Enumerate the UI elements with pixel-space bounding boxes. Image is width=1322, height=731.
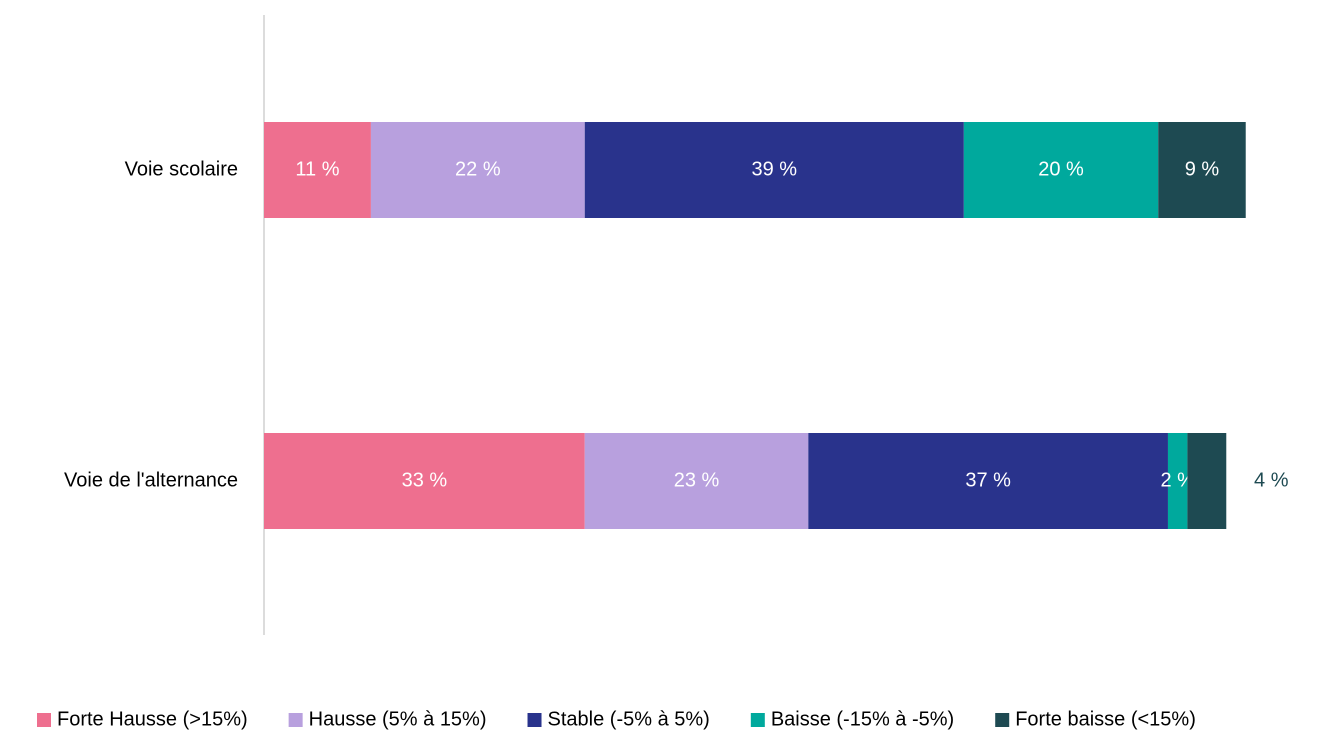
category-label: Voie de l'alternance xyxy=(64,469,238,491)
legend-swatch xyxy=(527,713,542,727)
bar-segment xyxy=(370,122,585,218)
value-label: 37 % xyxy=(965,469,1011,491)
value-label: 11 % xyxy=(295,158,339,180)
legend-swatch xyxy=(750,713,765,727)
value-label: 2 % xyxy=(1160,469,1195,491)
legend-label: Forte baisse (<15%) xyxy=(1015,708,1196,730)
bar-segment xyxy=(264,433,585,529)
value-label: 9 % xyxy=(1185,158,1220,180)
value-label: 4 % xyxy=(1254,469,1289,491)
value-label: 23 % xyxy=(674,469,720,491)
legend-label: Stable (-5% à 5%) xyxy=(548,708,710,730)
legend-swatch xyxy=(288,713,303,727)
bar-segment xyxy=(264,122,371,218)
bar-segment xyxy=(1187,433,1227,529)
bar-segment xyxy=(1158,122,1246,218)
value-label: 39 % xyxy=(752,158,798,180)
legend-label: Hausse (5% à 15%) xyxy=(309,708,487,730)
bar-segment xyxy=(963,122,1159,218)
legend-swatch xyxy=(37,713,51,727)
value-label: 20 % xyxy=(1038,158,1084,180)
bar-segment xyxy=(1167,433,1188,529)
value-label: 33 % xyxy=(402,469,448,491)
bar-segment xyxy=(584,433,809,529)
value-label: 22 % xyxy=(455,158,501,180)
bar-segment xyxy=(808,433,1168,529)
legend-label: Baisse (-15% à -5%) xyxy=(771,708,954,730)
bar-segment xyxy=(584,122,964,218)
legend-label: Forte Hausse (>15%) xyxy=(57,708,248,730)
legend-swatch xyxy=(995,713,1010,727)
category-label: Voie scolaire xyxy=(125,158,238,180)
